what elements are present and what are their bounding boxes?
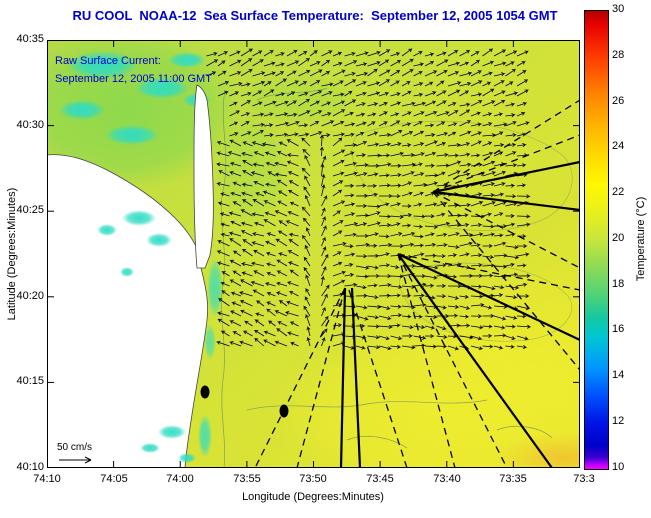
colorbar-tick-label: 18	[612, 278, 625, 290]
radar-solid-lines	[339, 160, 581, 469]
colorbar-label: Temperature (°C)	[635, 196, 647, 282]
colorbar-tick-label: 16	[612, 323, 625, 335]
y-tick-label: 40:35	[16, 33, 44, 45]
x-tick-label: 74:10	[33, 473, 61, 485]
colorbar-tick-label: 30	[612, 3, 625, 15]
x-tick-label: 73:35	[499, 473, 527, 485]
x-tick-label: 73:40	[433, 473, 461, 485]
station-dot-2	[279, 404, 289, 418]
y-axis-label: Latitude (Degrees:Minutes)	[6, 187, 18, 321]
colorbar-tick-label: 26	[612, 95, 625, 107]
station-dot-1	[200, 385, 210, 399]
inland-water-patches	[97, 210, 196, 463]
sst-map: Raw Surface Current: September 12, 2005 …	[12, 30, 651, 507]
x-tick-label: 73:3	[573, 473, 595, 485]
sandy-hook-spit	[193, 84, 214, 269]
x-tick-label: 74:00	[166, 473, 194, 485]
colorbar-tick-label: 20	[612, 232, 625, 244]
scale-arrow	[59, 456, 92, 464]
axis-tick-marks	[46, 39, 581, 469]
y-tick-label: 40:25	[16, 204, 44, 216]
y-tick-label: 40:20	[16, 290, 44, 302]
plot-title: RU COOL NOAA-12 Sea Surface Temperature:…	[72, 8, 558, 23]
x-tick-label: 74:05	[100, 473, 128, 485]
colorbar-tick-label: 22	[612, 186, 625, 198]
colorbar-tick-label: 24	[612, 140, 625, 152]
x-tick-label: 73:50	[299, 473, 327, 485]
overlay-current-timestamp: September 12, 2005 11:00 GMT	[55, 73, 212, 85]
y-tick-label: 40:30	[16, 119, 44, 131]
colorbar-tick-label: 28	[612, 49, 625, 61]
overlay-current-label: Raw Surface Current:	[55, 55, 161, 67]
x-axis-label: Longitude (Degrees:Minutes)	[242, 491, 384, 503]
x-tick-label: 73:55	[233, 473, 261, 485]
temperature-colorbar	[584, 10, 609, 470]
y-tick-label: 40:15	[16, 375, 44, 387]
y-tick-label: 40:10	[16, 461, 44, 473]
colorbar-tick-label: 10	[612, 461, 625, 473]
radar-dashed-lines	[254, 99, 581, 469]
x-tick-label: 73:45	[366, 473, 394, 485]
scale-label: 50 cm/s	[57, 442, 92, 453]
colorbar-tick-label: 12	[612, 415, 625, 427]
colorbar-tick-label: 14	[612, 369, 625, 381]
current-vector-field	[206, 47, 532, 351]
map-plot-area: Raw Surface Current: September 12, 2005 …	[12, 30, 651, 507]
